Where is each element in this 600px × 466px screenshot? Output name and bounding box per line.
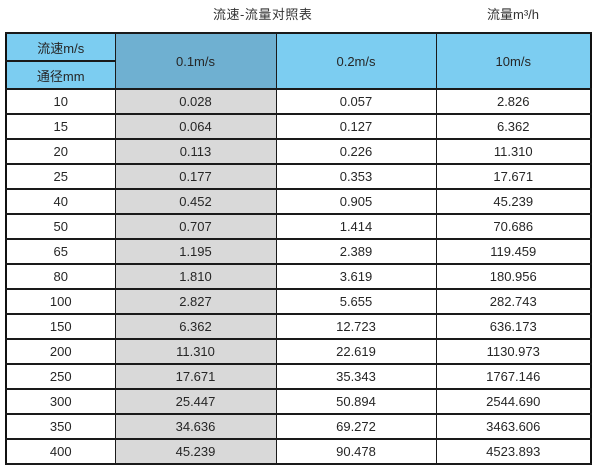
table-row: 80 1.810 3.619 180.956 <box>5 263 592 290</box>
flow-unit-caption: 流量m³/h <box>487 7 540 22</box>
diameter-cell: 10 <box>5 88 116 115</box>
table-row: 65 1.195 2.389 119.459 <box>5 238 592 265</box>
value-cell: 282.743 <box>435 288 592 315</box>
diameter-cell: 20 <box>5 138 116 165</box>
diameter-cell: 400 <box>5 438 116 465</box>
value-cell: 1130.973 <box>435 338 592 365</box>
table-title: 流速-流量对照表 <box>213 7 313 22</box>
value-cell: 34.636 <box>114 413 277 440</box>
value-cell: 11.310 <box>114 338 277 365</box>
value-cell: 119.459 <box>435 238 592 265</box>
value-cell: 1.414 <box>275 213 437 240</box>
diameter-cell: 100 <box>5 288 116 315</box>
table-body: 10 0.028 0.057 2.826 15 0.064 0.127 6.36… <box>5 88 592 465</box>
value-cell: 45.239 <box>435 188 592 215</box>
table-row: 200 11.310 22.619 1130.973 <box>5 338 592 365</box>
diameter-cell: 15 <box>5 113 116 140</box>
table-row: 10 0.028 0.057 2.826 <box>5 88 592 115</box>
value-cell: 0.177 <box>114 163 277 190</box>
value-cell: 5.655 <box>275 288 437 315</box>
value-cell: 6.362 <box>114 313 277 340</box>
table-row: 400 45.239 90.478 4523.893 <box>5 438 592 465</box>
value-cell: 2.827 <box>114 288 277 315</box>
value-cell: 70.686 <box>435 213 592 240</box>
value-cell: 45.239 <box>114 438 277 465</box>
corner-diameter-label: 通径mm <box>5 60 116 90</box>
value-cell: 0.452 <box>114 188 277 215</box>
value-cell: 180.956 <box>435 263 592 290</box>
value-cell: 22.619 <box>275 338 437 365</box>
value-cell: 0.707 <box>114 213 277 240</box>
value-cell: 17.671 <box>435 163 592 190</box>
header-row-top: 流速m/s 0.1m/s 0.2m/s 10m/s <box>5 32 592 90</box>
table-row: 40 0.452 0.905 45.239 <box>5 188 592 215</box>
value-cell: 25.447 <box>114 388 277 415</box>
table-row: 100 2.827 5.655 282.743 <box>5 288 592 315</box>
value-cell: 1.195 <box>114 238 277 265</box>
value-cell: 69.272 <box>275 413 437 440</box>
value-cell: 2.389 <box>275 238 437 265</box>
table-row: 50 0.707 1.414 70.686 <box>5 213 592 240</box>
table-row: 150 6.362 12.723 636.173 <box>5 313 592 340</box>
value-cell: 90.478 <box>275 438 437 465</box>
table-row: 350 34.636 69.272 3463.606 <box>5 413 592 440</box>
value-cell: 0.226 <box>275 138 437 165</box>
value-cell: 6.362 <box>435 113 592 140</box>
diameter-cell: 50 <box>5 213 116 240</box>
value-cell: 2.826 <box>435 88 592 115</box>
value-cell: 11.310 <box>435 138 592 165</box>
value-cell: 3.619 <box>275 263 437 290</box>
value-cell: 1767.146 <box>435 363 592 390</box>
column-header-0p1ms: 0.1m/s <box>114 32 277 90</box>
value-cell: 2544.690 <box>435 388 592 415</box>
value-cell: 4523.893 <box>435 438 592 465</box>
corner-velocity-label: 流速m/s <box>5 32 116 62</box>
value-cell: 0.113 <box>114 138 277 165</box>
diameter-cell: 150 <box>5 313 116 340</box>
value-cell: 0.028 <box>114 88 277 115</box>
table-row: 300 25.447 50.894 2544.690 <box>5 388 592 415</box>
table-row: 250 17.671 35.343 1767.146 <box>5 363 592 390</box>
column-header-10ms: 10m/s <box>435 32 592 90</box>
table-row: 15 0.064 0.127 6.362 <box>5 113 592 140</box>
header-row-bottom: 通径mm <box>5 60 591 90</box>
value-cell: 0.905 <box>275 188 437 215</box>
velocity-flow-table: 流速m/s 0.1m/s 0.2m/s 10m/s 通径mm 10 0.028 … <box>5 32 592 465</box>
diameter-cell: 200 <box>5 338 116 365</box>
diameter-cell: 350 <box>5 413 116 440</box>
value-cell: 0.064 <box>114 113 277 140</box>
value-cell: 17.671 <box>114 363 277 390</box>
table-header: 流速m/s 0.1m/s 0.2m/s 10m/s 通径mm <box>5 32 592 90</box>
diameter-cell: 65 <box>5 238 116 265</box>
value-cell: 1.810 <box>114 263 277 290</box>
column-header-0p2ms: 0.2m/s <box>275 32 437 90</box>
diameter-cell: 300 <box>5 388 116 415</box>
value-cell: 636.173 <box>435 313 592 340</box>
diameter-cell: 40 <box>5 188 116 215</box>
value-cell: 0.353 <box>275 163 437 190</box>
value-cell: 3463.606 <box>435 413 592 440</box>
table-row: 20 0.113 0.226 11.310 <box>5 138 592 165</box>
value-cell: 50.894 <box>275 388 437 415</box>
value-cell: 35.343 <box>275 363 437 390</box>
diameter-cell: 25 <box>5 163 116 190</box>
value-cell: 0.057 <box>275 88 437 115</box>
value-cell: 12.723 <box>275 313 437 340</box>
diameter-cell: 80 <box>5 263 116 290</box>
diameter-cell: 250 <box>5 363 116 390</box>
table-row: 25 0.177 0.353 17.671 <box>5 163 592 190</box>
value-cell: 0.127 <box>275 113 437 140</box>
